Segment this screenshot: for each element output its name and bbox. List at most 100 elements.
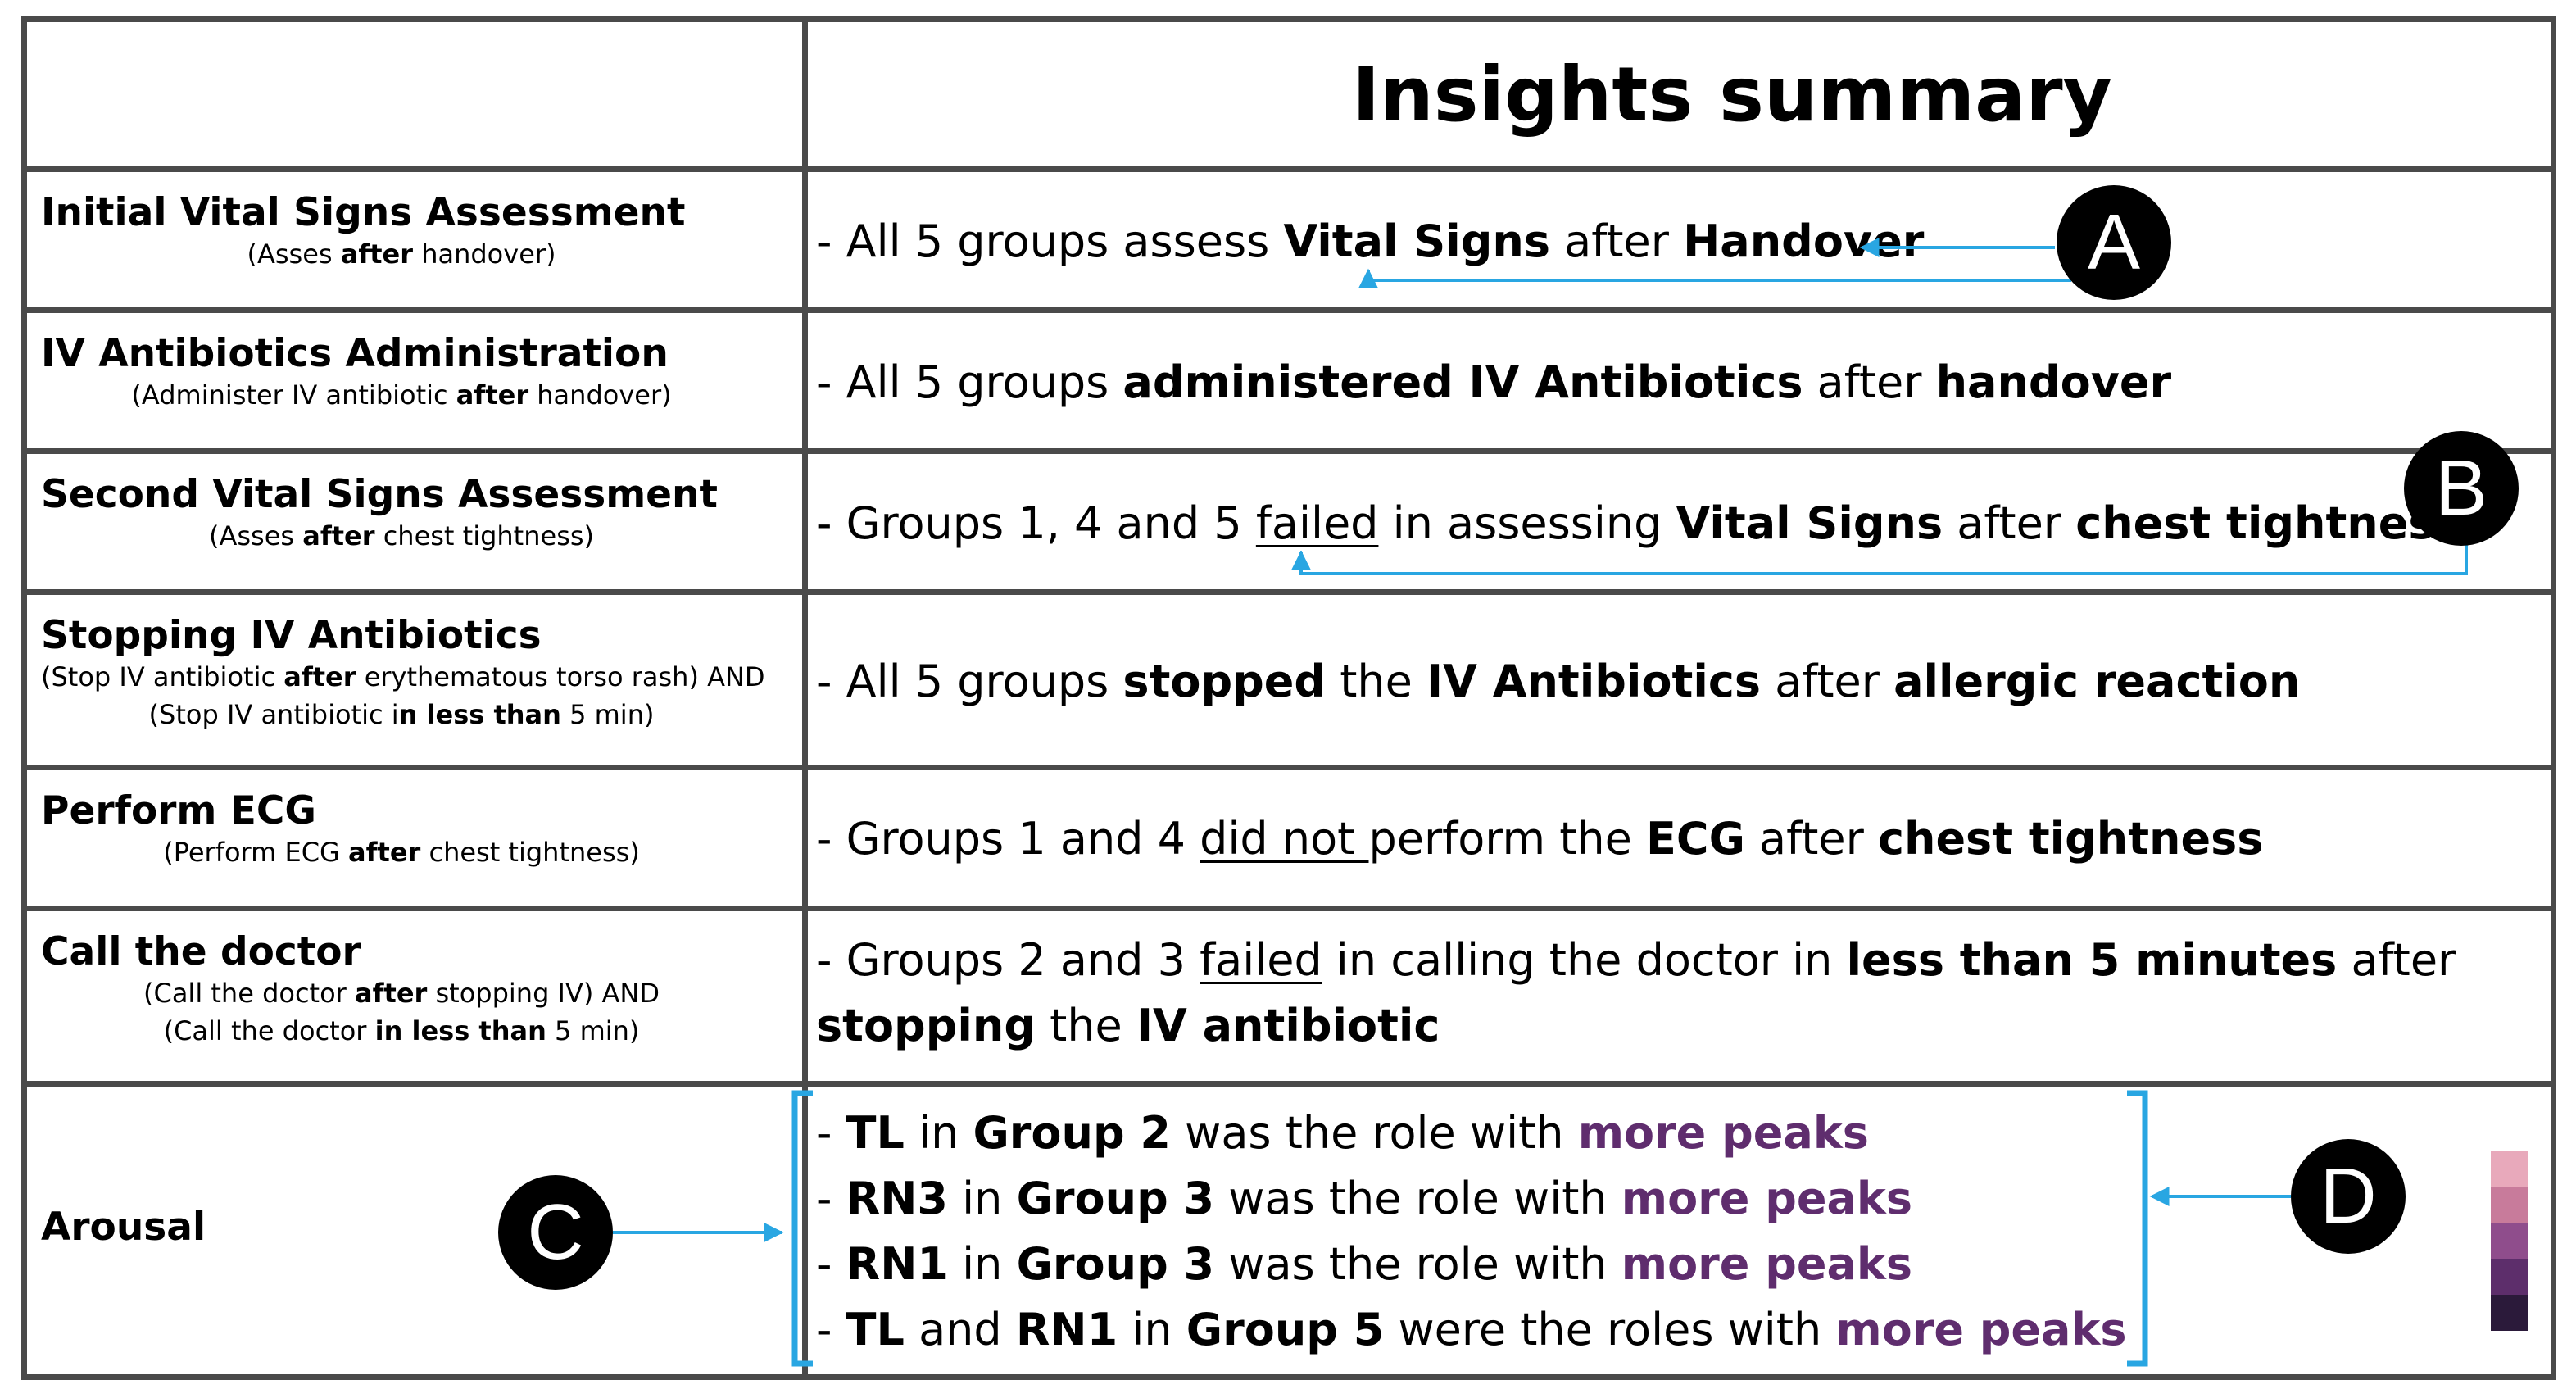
text-span: erythematous torso rash) AND	[356, 661, 765, 692]
text-span: chest tightness)	[374, 520, 595, 551]
text-span: after	[302, 520, 375, 551]
insight-line: stopping the IV antibiotic	[816, 993, 2456, 1059]
annotation-badge-a: A	[2057, 185, 2171, 300]
text-span: after	[456, 379, 529, 411]
text-span: the	[1035, 1000, 1136, 1051]
text-span: - Groups 1, 4 and 5	[816, 497, 1256, 549]
text-span: after	[355, 978, 428, 1009]
annotation-badge-c: C	[498, 1175, 613, 1290]
text-span: was the role with	[1214, 1173, 1621, 1224]
insight-line: - RN3 in Group 3 was the role with more …	[816, 1166, 2127, 1232]
row-divider	[27, 765, 2551, 770]
task-criterion: (Asses after handover)	[41, 235, 762, 273]
text-span: in calling the doctor in	[1322, 934, 1847, 986]
arrow-a-lower	[1358, 268, 2071, 288]
text-span: (Call the doctor	[143, 978, 355, 1009]
text-span: Vital Signs	[1283, 216, 1550, 267]
text-span: more peaks	[1577, 1107, 1869, 1159]
text-span: RN1	[1015, 1304, 1118, 1355]
annotation-badge-b: B	[2404, 431, 2519, 546]
text-span: chest tightness)	[420, 837, 640, 868]
text-span: after	[1943, 497, 2076, 549]
text-span: and	[904, 1304, 1016, 1355]
task-cell-second-vital-signs: Second Vital Signs Assessment (Asses aft…	[41, 472, 762, 555]
text-span: -	[816, 1238, 846, 1290]
text-span: - All 5 groups	[816, 356, 1123, 408]
annotation-badge-d: D	[2291, 1139, 2406, 1254]
text-span: Group 3	[1016, 1173, 1215, 1224]
text-span: (Asses	[208, 520, 303, 551]
text-span: administered IV Antibiotics	[1122, 356, 1803, 408]
text-span: in less than	[374, 1015, 546, 1046]
text-span: after	[1761, 656, 1894, 707]
text-span: in	[904, 1107, 973, 1159]
text-span: 5 min)	[560, 699, 655, 730]
insight-iv-antibiotics-admin: - All 5 groups administered IV Antibioti…	[816, 350, 2171, 415]
text-span: more peaks	[1621, 1173, 1912, 1224]
text-span: (Stop IV antibiotic	[41, 661, 284, 692]
text-span: - Groups 2 and 3	[816, 934, 1200, 986]
text-span: was the role with	[1171, 1107, 1578, 1159]
text-span: -	[816, 1304, 846, 1355]
text-span: (Call the doctor	[163, 1015, 375, 1046]
text-span: chest tightness	[2075, 497, 2461, 549]
text-span: did not	[1200, 813, 1369, 865]
insight-arousal: - TL in Group 2 was the role with more p…	[816, 1101, 2127, 1363]
row-divider	[27, 448, 2551, 454]
task-title: Perform ECG	[41, 788, 316, 833]
text-span: more peaks	[1835, 1304, 2127, 1355]
insights-table	[21, 16, 2556, 1380]
text-span: were the roles with	[1384, 1304, 1836, 1355]
page-title: Insights summary	[1352, 51, 2112, 138]
text-span: in	[948, 1173, 1017, 1224]
text-span: failed	[1200, 934, 1322, 986]
task-criterion: (Administer IV antibiotic after handover…	[41, 376, 762, 414]
insight-second-vital-signs: - Groups 1, 4 and 5 failed in assessing …	[816, 491, 2461, 556]
insight-line: - TL in Group 2 was the role with more p…	[816, 1101, 2127, 1166]
text-span: (Asses	[247, 238, 341, 270]
row-divider	[27, 589, 2551, 595]
task-cell-iv-antibiotics-admin: IV Antibiotics Administration (Administe…	[41, 331, 762, 414]
task-title: Second Vital Signs Assessment	[41, 472, 718, 517]
text-span: allergic reaction	[1893, 656, 2301, 707]
text-span: after	[1803, 356, 1936, 408]
row-divider	[27, 906, 2551, 911]
task-criterion: (Asses after chest tightness)	[41, 517, 762, 555]
task-cell-stopping-iv: Stopping IV Antibiotics (Stop IV antibio…	[41, 613, 765, 733]
task-cell-perform-ecg: Perform ECG (Perform ECG after chest tig…	[41, 788, 762, 871]
text-span: stopped	[1122, 656, 1327, 707]
text-span: perform the	[1368, 813, 1647, 865]
text-span: IV antibiotic	[1136, 1000, 1440, 1051]
task-criterion: (Stop IV antibiotic after erythematous t…	[41, 658, 765, 696]
text-span: after	[1550, 216, 1684, 267]
text-span: after	[2337, 934, 2456, 986]
insight-perform-ecg: - Groups 1 and 4 did not perform the ECG…	[816, 806, 2263, 872]
text-span: (Perform ECG	[163, 837, 348, 868]
text-span: handover)	[528, 379, 672, 411]
text-span: n less than	[398, 699, 561, 730]
color-scale-swatch	[2491, 1295, 2528, 1331]
text-span: more peaks	[1621, 1238, 1912, 1290]
text-span: - Groups 1 and 4	[816, 813, 1200, 865]
task-criterion: (Call the doctor after stopping IV) AND	[41, 974, 762, 1012]
task-criterion: (Perform ECG after chest tightness)	[41, 833, 762, 871]
text-span: stopping	[816, 1000, 1036, 1051]
text-span: stopping IV) AND	[427, 978, 660, 1009]
text-span: ECG	[1646, 813, 1745, 865]
text-span: Group 2	[973, 1107, 1171, 1159]
text-span: in	[1118, 1304, 1186, 1355]
text-span: RN1	[846, 1238, 949, 1290]
insight-stopping-iv: - All 5 groups stopped the IV Antibiotic…	[816, 649, 2300, 715]
task-title: Initial Vital Signs Assessment	[41, 190, 686, 235]
text-span: RN3	[846, 1173, 949, 1224]
color-scale-swatch	[2491, 1223, 2528, 1259]
text-span: Handover	[1683, 216, 1925, 267]
color-scale-swatch	[2491, 1151, 2528, 1187]
task-title: Arousal	[41, 1205, 206, 1250]
text-span: (Stop IV antibiotic i	[148, 699, 399, 730]
row-divider	[27, 1081, 2551, 1087]
arrow-b	[1291, 541, 2468, 575]
text-span: Group 3	[1016, 1238, 1215, 1290]
text-span: in	[948, 1238, 1017, 1290]
